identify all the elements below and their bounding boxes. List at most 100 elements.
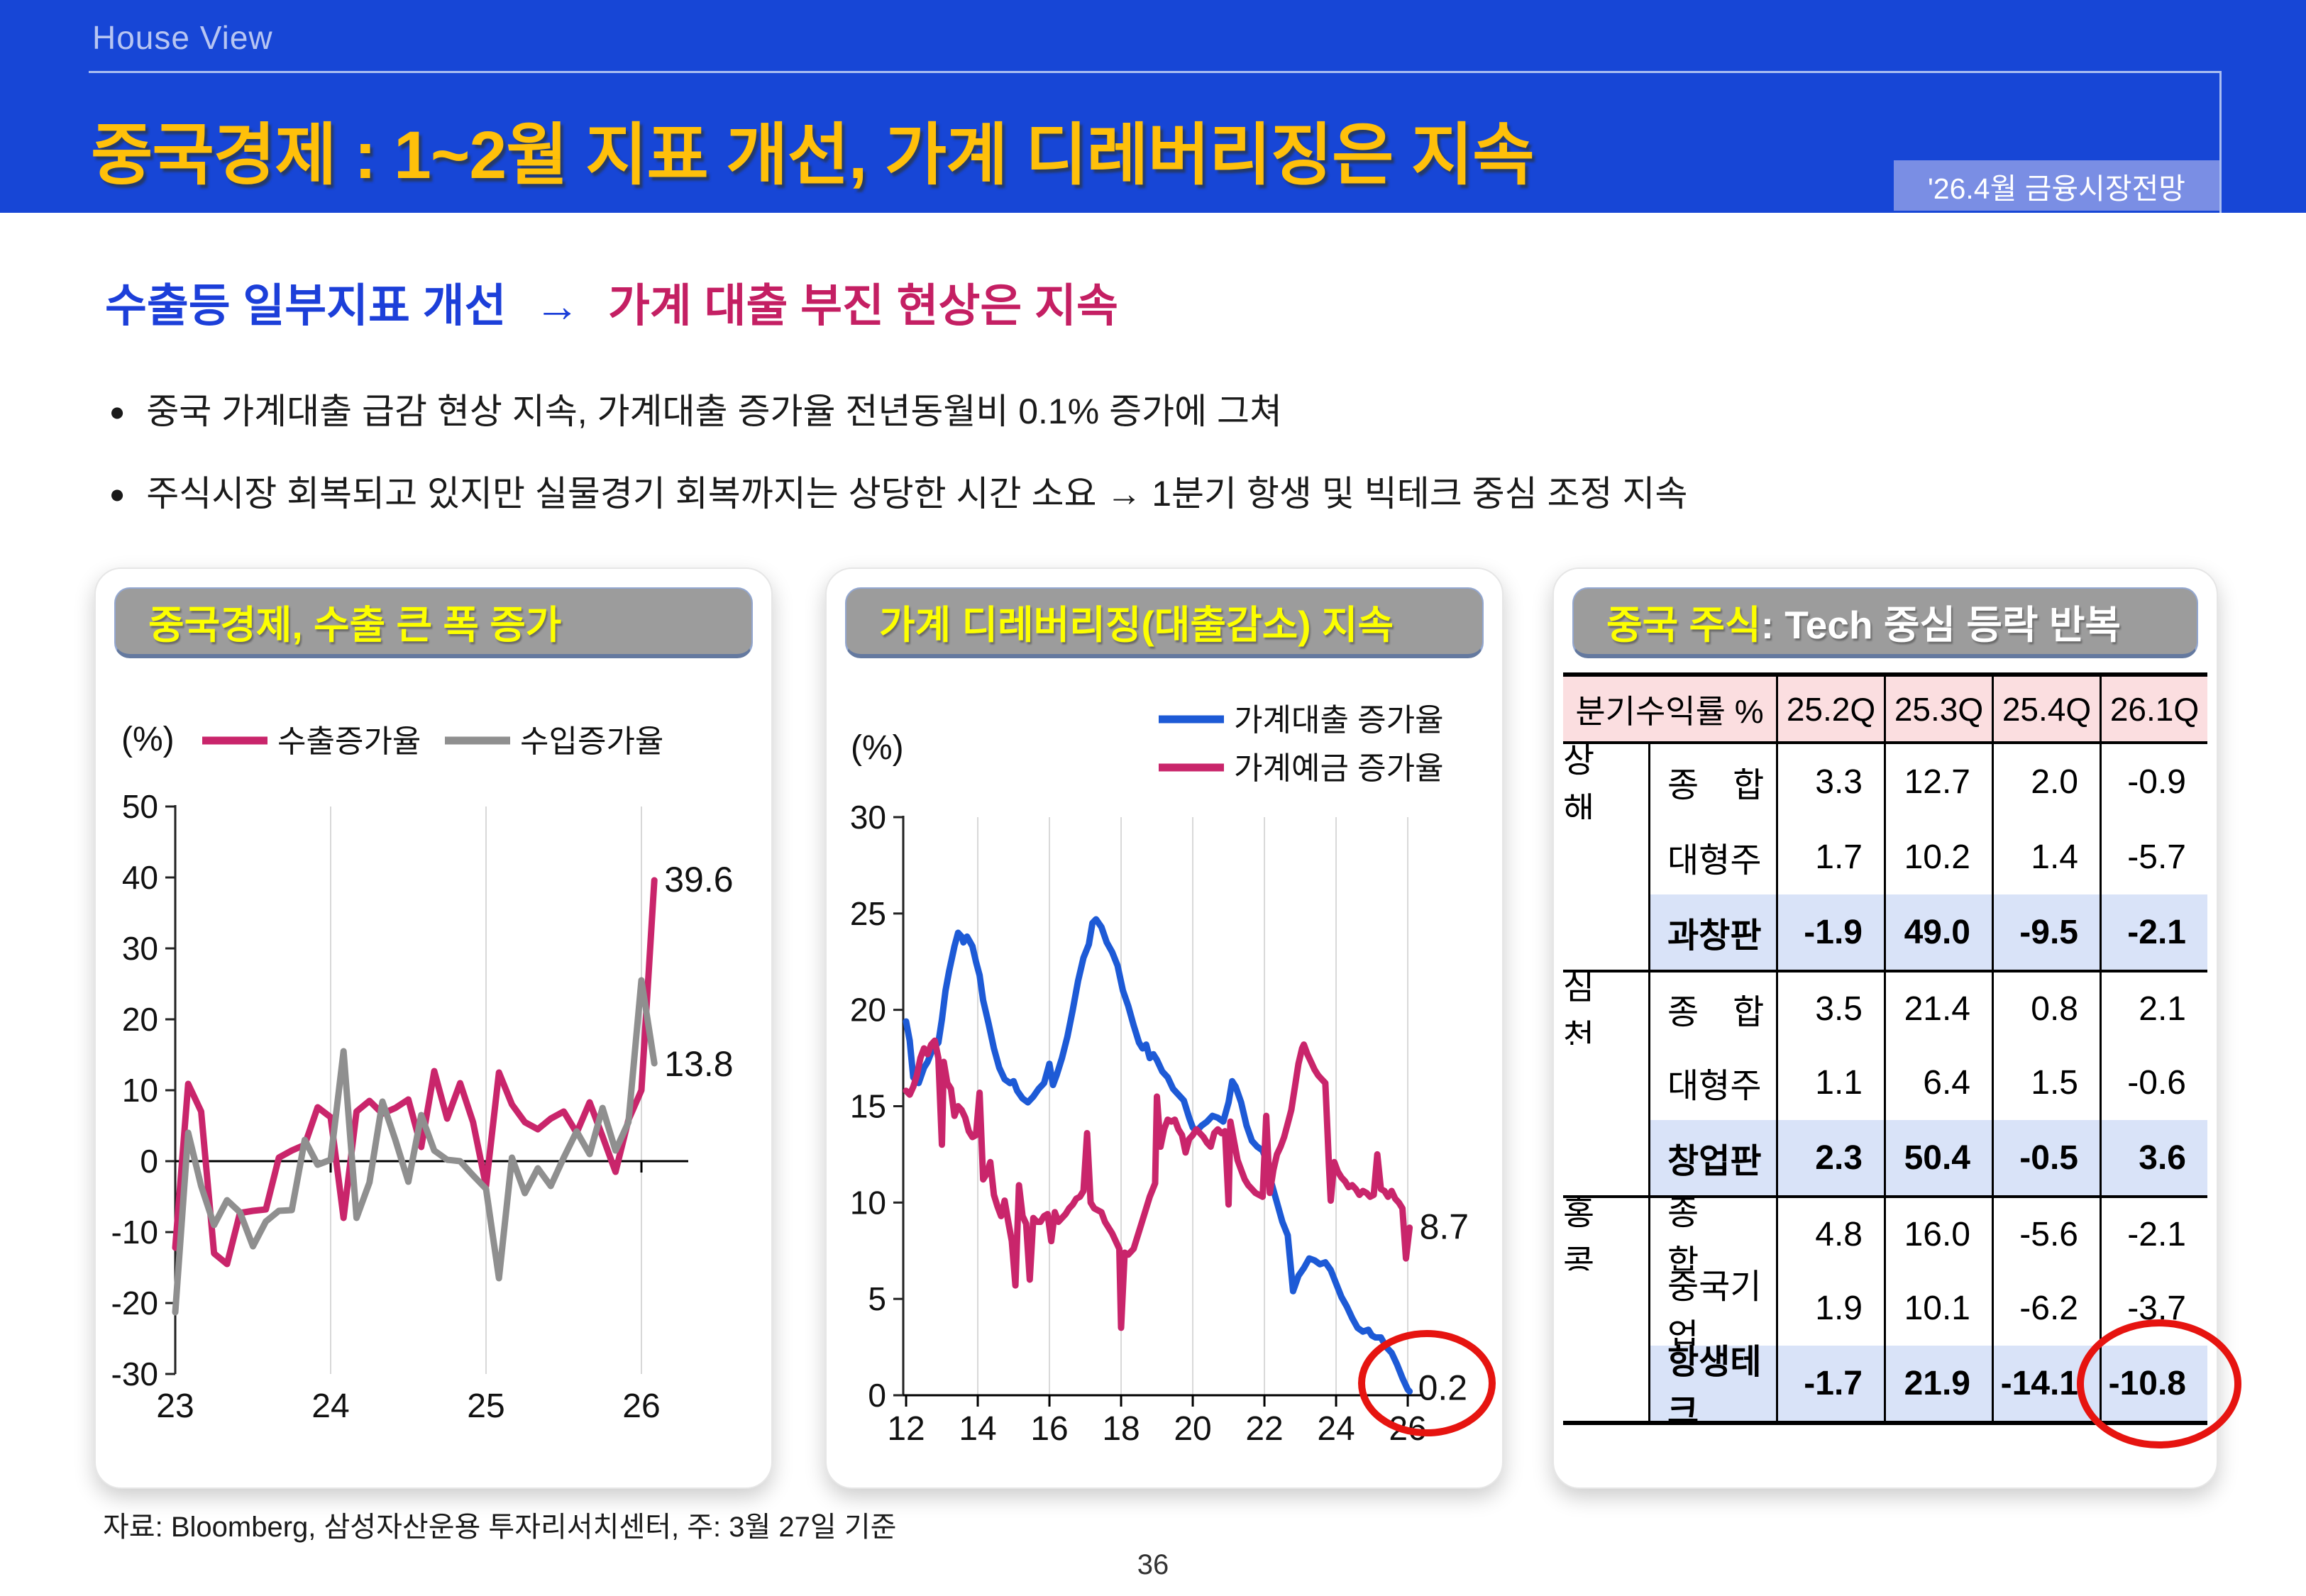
table-value-cell: 1.7 (1776, 819, 1884, 894)
panel-export-header: 중국경제, 수출 큰 폭 증가 (114, 587, 753, 658)
panel-export-title: 중국경제, 수출 큰 폭 증가 (148, 603, 562, 647)
table-value-cell: 10.1 (1884, 1270, 1992, 1346)
svg-text:39.6: 39.6 (664, 860, 733, 899)
table-value-cell: -3.7 (2100, 1270, 2207, 1346)
svg-text:18: 18 (1102, 1410, 1140, 1448)
panel-stocks-header: 중국 주식 : Tech 중심 등락 반복 (1572, 587, 2198, 658)
table-value-cell: 3.6 (2100, 1120, 2207, 1195)
table-value-cell: 50.4 (1884, 1120, 1992, 1195)
table-market-label (1563, 1045, 1648, 1120)
table-row-label: 과창판 (1648, 894, 1776, 970)
bullet-dot-icon: ● (109, 479, 126, 509)
table-value-cell: -0.5 (1992, 1120, 2100, 1195)
svg-text:15: 15 (850, 1088, 886, 1125)
table-row-label: 종 합 (1648, 970, 1776, 1045)
bullet-list: ● 중국 가계대출 급감 현상 지속, 가계대출 증가율 전년동월비 0.1% 증… (106, 383, 1688, 548)
table-row-label: 종 합 (1648, 744, 1776, 819)
section-heading-lead: 수출등 일부지표 개선 (105, 280, 507, 331)
table-value-cell: 16.0 (1884, 1195, 1992, 1270)
svg-text:24: 24 (1317, 1410, 1355, 1448)
svg-text:14: 14 (959, 1410, 996, 1448)
svg-text:25: 25 (850, 895, 886, 932)
table-value-cell: 10.2 (1884, 819, 1992, 894)
svg-text:40: 40 (122, 859, 158, 896)
bullet-dot-icon: ● (109, 397, 126, 426)
svg-text:(%): (%) (851, 729, 904, 767)
table-market-label: 상 해 (1563, 742, 1648, 829)
svg-text:26: 26 (622, 1387, 660, 1425)
panel-export-chart: 50 40 30 20 10 0 -10 -20 -30 23 24 25 26 수출증가율 39.6 수입증… (94, 567, 773, 1489)
slide-header: House View 중국경제 : 1~2월 지표 개선, 가계 디레버리징은 … (0, 0, 2306, 213)
svg-text:-30: -30 (111, 1356, 158, 1392)
table-value-cell: -14.1 (1992, 1346, 2100, 1421)
table-value-cell: -2.1 (2100, 1195, 2207, 1270)
table-row-label: 항생테크 (1648, 1343, 1776, 1431)
series-line-1 (172, 977, 658, 1316)
table-value-cell: -1.7 (1776, 1346, 1884, 1421)
table-value-cell: -2.1 (2100, 894, 2207, 970)
table-value-cell: -5.6 (1992, 1195, 2100, 1270)
table-market-label: 홍 콩 (1563, 1195, 1648, 1282)
page-title: 중국경제 : 1~2월 지표 개선, 가계 디레버리징은 지속 (91, 118, 1535, 193)
report-series-label: House View (92, 19, 273, 56)
svg-text:12: 12 (887, 1410, 925, 1448)
svg-text:0: 0 (868, 1377, 886, 1414)
table-value-cell: -0.9 (2100, 744, 2207, 819)
svg-text:23: 23 (156, 1387, 194, 1425)
source-note: 자료: Bloomberg, 삼성자산운용 투자리서치센터, 주: 3월 27일… (103, 1512, 897, 1543)
panel-stocks-table: 중국 주식 : Tech 중심 등락 반복 분기수익률 % 25.2Q 25.3Q 2… (1552, 567, 2241, 1489)
table-value-cell: 3.5 (1776, 970, 1884, 1045)
panel-deleverage-chart: 30 25 20 15 10 5 0 12 14 16 18 20 22 24 26 가계대출 증가율 0.2 가… (825, 567, 1504, 1489)
svg-text:수입증가율: 수입증가율 (520, 724, 663, 759)
table-value-cell: 2.3 (1776, 1120, 1884, 1195)
title-outline-box (89, 71, 2222, 213)
series-line-0 (903, 916, 1413, 1395)
table-header-metric: 분기수익률 % (1563, 677, 1776, 744)
table-value-cell: -1.9 (1776, 894, 1884, 970)
section-heading-tail: 가계 대출 부진 현상은 지속 (608, 280, 1118, 331)
table-header-quarter: 25.2Q (1776, 677, 1884, 744)
table-header-quarter: 25.4Q (1992, 677, 2100, 744)
svg-text:(%): (%) (121, 721, 175, 758)
edition-badge: '26.4월 금융시장전망 (1894, 160, 2219, 211)
table-value-cell: -10.8 (2100, 1346, 2207, 1421)
table-value-cell: -9.5 (1992, 894, 2100, 970)
table-value-cell: 0.8 (1992, 970, 2100, 1045)
bullet-item: ● 중국 가계대출 급감 현상 지속, 가계대출 증가율 전년동월비 0.1% 증… (106, 383, 1687, 434)
section-heading: 수출등 일부지표 개선 → 가계 대출 부진 현상은 지속 (105, 270, 1118, 335)
table-value-cell: 21.9 (1884, 1346, 1992, 1421)
page-number: 36 (1137, 1549, 1169, 1580)
panel-stocks-title-highlight: 중국 주식 (1606, 603, 1761, 647)
svg-text:-10: -10 (111, 1214, 158, 1251)
svg-text:10: 10 (122, 1072, 158, 1109)
table-market-label (1563, 819, 1648, 894)
table-value-cell: -0.6 (2100, 1045, 2207, 1120)
svg-text:16: 16 (1030, 1410, 1068, 1448)
bullet-text: 중국 가계대출 급감 현상 지속, 가계대출 증가율 전년동월비 0.1% 증가… (146, 392, 1282, 431)
table-market-label (1563, 1346, 1648, 1421)
svg-text:30: 30 (850, 799, 886, 836)
table-market-label: 심 천 (1563, 969, 1648, 1056)
bullet-item: ● 주식시장 회복되고 있지만 실물경기 회복까지는 상당한 시간 소요 → 1분… (106, 465, 1688, 516)
svg-text:10: 10 (850, 1184, 886, 1221)
table-row-label: 창업판 (1648, 1120, 1776, 1195)
svg-text:50: 50 (122, 788, 158, 825)
bullet-text: 주식시장 회복되고 있지만 실물경기 회복까지는 상당한 시간 소요 → 1분기… (146, 474, 1688, 514)
svg-text:-20: -20 (111, 1285, 158, 1321)
table-value-cell: 1.4 (1992, 819, 2100, 894)
panel-deleverage-title: 가계 디레버리징(대출감소) 지속 (879, 603, 1394, 647)
arrow-icon: → (534, 280, 580, 331)
table-row-label: 대형주 (1648, 819, 1776, 894)
svg-text:8.7: 8.7 (1420, 1207, 1469, 1247)
table-market-label (1563, 1270, 1648, 1346)
svg-text:30: 30 (122, 930, 158, 967)
svg-text:20: 20 (850, 992, 886, 1029)
series-line-0 (172, 877, 658, 1268)
svg-text:24: 24 (311, 1387, 349, 1425)
table-header-quarter: 26.1Q (2100, 677, 2207, 744)
table-value-cell: 1.1 (1776, 1045, 1884, 1120)
table-value-cell: -6.2 (1992, 1270, 2100, 1346)
